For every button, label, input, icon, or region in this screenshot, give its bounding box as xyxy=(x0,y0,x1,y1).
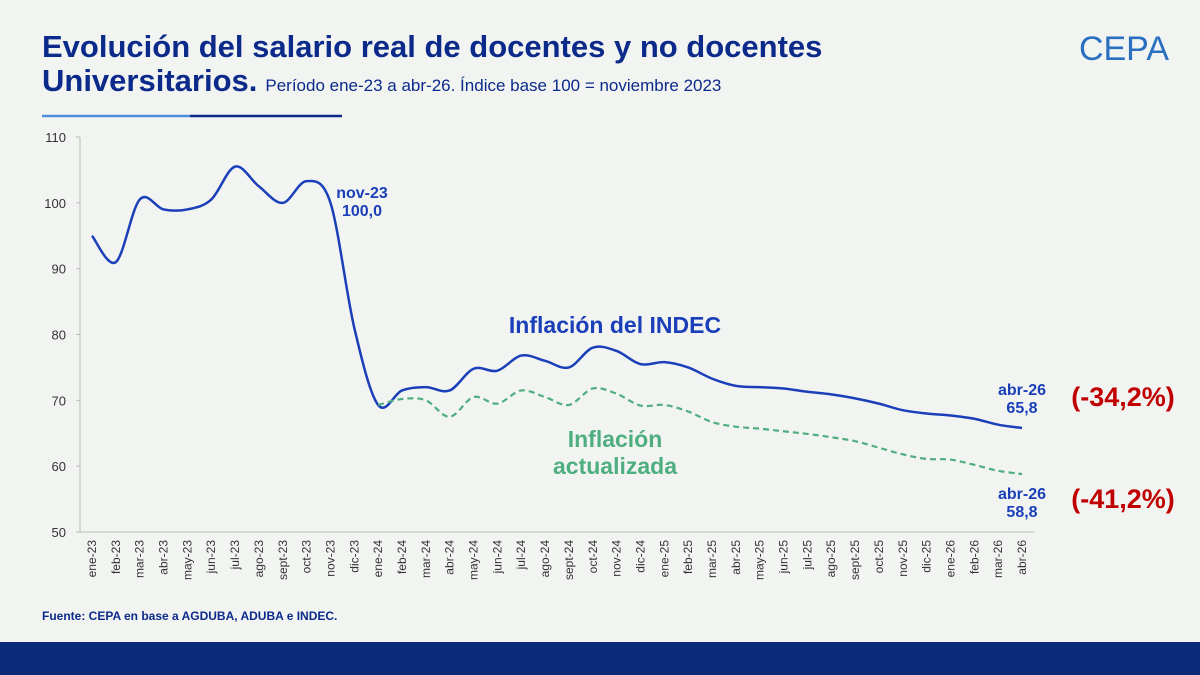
series-line xyxy=(90,165,1023,430)
annotation: abr-26 58,8 xyxy=(982,486,1062,523)
x-tick-label: may-25 xyxy=(753,540,767,580)
annotation-line: abr-26 xyxy=(997,486,1047,503)
source: Fuente: CEPA en base a AGDUBA, ADUBA e I… xyxy=(42,609,337,623)
x-tick-label: abr-25 xyxy=(729,540,743,575)
annotation-line: nov-23 xyxy=(336,185,388,202)
x-tick-label: oct-24 xyxy=(586,540,600,574)
x-tick-label: may-24 xyxy=(467,540,481,580)
annotation-line: (-34,2%) xyxy=(1071,382,1175,412)
x-tick-label: sept-24 xyxy=(562,540,576,580)
y-tick-label: 60 xyxy=(52,459,66,474)
x-tick-label: dic-24 xyxy=(633,540,647,573)
x-tick-label: ene-23 xyxy=(85,540,99,578)
annotation: (-34,2%) xyxy=(1058,382,1188,413)
x-tick-label: feb-25 xyxy=(681,540,695,574)
title-block: Universitarios. Período ene-23 a abr-26. … xyxy=(42,64,721,103)
subtitle: Período ene-23 a abr-26. Índice base 100… xyxy=(265,76,722,95)
y-tick-label: 80 xyxy=(52,328,66,343)
x-tick-label: ago-24 xyxy=(538,540,552,578)
annotation: abr-26 65,8 xyxy=(982,382,1062,419)
x-tick-label: feb-24 xyxy=(395,540,409,574)
x-tick-label: mar-24 xyxy=(419,540,433,578)
logo: CEPA xyxy=(1079,30,1169,68)
x-tick-label: may-23 xyxy=(180,540,194,580)
x-tick-label: mar-26 xyxy=(991,540,1005,578)
series-label: Inflación del INDEC xyxy=(508,312,722,338)
x-tick-label: dic-25 xyxy=(920,540,934,573)
x-tick-label: ene-26 xyxy=(943,540,957,578)
x-tick-label: abr-26 xyxy=(1015,540,1029,575)
y-tick-label: 50 xyxy=(52,525,66,540)
x-tick-label: ene-25 xyxy=(657,540,671,578)
x-tick-label: oct-25 xyxy=(872,540,886,574)
x-tick-label: jun-23 xyxy=(204,540,218,575)
series-label: Inflación actualizada xyxy=(553,426,677,479)
y-tick-label: 90 xyxy=(52,262,66,277)
annotation-line: abr-26 xyxy=(997,382,1047,399)
annotation: nov-23 100,0 xyxy=(322,185,402,222)
y-tick-label: 70 xyxy=(52,393,66,408)
annotation-line: 58,8 xyxy=(1006,504,1038,522)
x-tick-label: abr-24 xyxy=(443,540,457,575)
x-tick-label: jul-24 xyxy=(514,540,528,571)
annotation: (-41,2%) xyxy=(1058,484,1188,515)
x-tick-label: jun-25 xyxy=(777,540,791,575)
x-tick-label: abr-23 xyxy=(157,540,171,575)
annotation-line: (-41,2%) xyxy=(1071,484,1175,514)
title: Evolución del salario real de docentes y… xyxy=(42,29,823,64)
annotation-line: 100,0 xyxy=(341,203,383,221)
series-line xyxy=(377,386,1023,476)
footer-bar xyxy=(0,642,1200,675)
x-tick-label: nov-24 xyxy=(610,540,624,577)
x-tick-label: feb-23 xyxy=(109,540,123,574)
x-tick-label: ene-24 xyxy=(371,540,385,578)
x-tick-label: mar-23 xyxy=(133,540,147,578)
x-tick-label: ago-25 xyxy=(824,540,838,578)
x-tick-label: nov-23 xyxy=(323,540,337,577)
x-tick-label: mar-25 xyxy=(705,540,719,578)
x-tick-label: sept-25 xyxy=(848,540,862,580)
annotation-line: 65,8 xyxy=(1006,400,1038,418)
x-tick-label: dic-23 xyxy=(347,540,361,573)
x-tick-label: jun-24 xyxy=(490,540,504,575)
y-tick-label: 100 xyxy=(44,196,66,211)
y-tick-label: 110 xyxy=(45,130,66,145)
x-tick-label: oct-23 xyxy=(300,540,314,574)
x-tick-label: sept-23 xyxy=(276,540,290,580)
x-tick-label: feb-26 xyxy=(967,540,981,574)
title: Universitarios. xyxy=(42,63,258,98)
x-tick-label: jul-25 xyxy=(800,540,814,571)
x-tick-label: ago-23 xyxy=(252,540,266,578)
x-tick-label: jul-23 xyxy=(228,540,242,571)
x-tick-label: nov-25 xyxy=(896,540,910,577)
